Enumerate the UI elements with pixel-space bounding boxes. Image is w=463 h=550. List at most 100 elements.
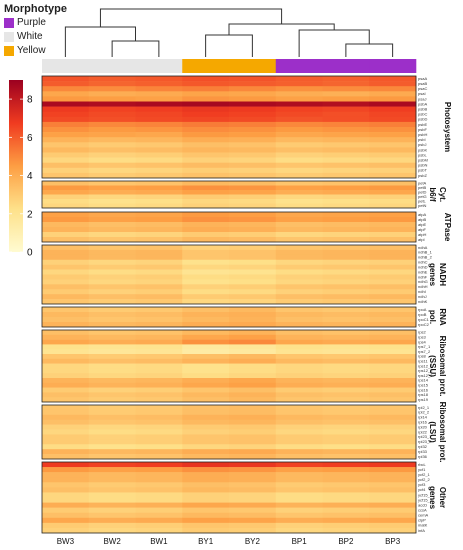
heatmap-cell: [88, 274, 136, 280]
heatmap-cell: [369, 294, 417, 300]
heatmap-cell: [88, 86, 136, 92]
gene-label: psbT: [418, 168, 427, 173]
heatmap-cell: [135, 312, 183, 318]
heatmap-cell: [42, 294, 90, 300]
gene-label: rpl23_2: [418, 439, 432, 444]
heatmap-cell: [322, 181, 370, 186]
heatmap-cell: [369, 527, 417, 534]
heatmap-cell: [42, 405, 90, 411]
heatmap-cell: [135, 373, 183, 379]
heatmap-cell: [182, 330, 230, 336]
heatmap-cell: [322, 378, 370, 384]
heatmap-cell: [369, 312, 417, 318]
heatmap-cell: [322, 96, 370, 102]
heatmap-cell: [88, 269, 136, 275]
heatmap-cell: [182, 106, 230, 112]
heatmap-cell: [369, 344, 417, 350]
heatmap-cell: [322, 190, 370, 195]
heatmap-cell: [229, 249, 277, 256]
heatmap-cell: [135, 259, 183, 265]
morphotype-cell-bw1: [135, 59, 183, 73]
heatmap-cell: [229, 199, 277, 204]
heatmap-cell: [275, 307, 323, 313]
heatmap-cell: [369, 414, 417, 421]
heatmap-cell: [42, 497, 90, 503]
heatmap-cell: [182, 334, 230, 340]
heatmap-cell: [229, 289, 277, 295]
heatmap-cell: [229, 502, 277, 508]
heatmap-cell: [275, 497, 323, 503]
heatmap-cell: [182, 172, 230, 179]
heatmap-cell: [42, 96, 90, 102]
heatmap-cell: [322, 397, 370, 403]
gene-label: rps12_3: [418, 373, 433, 378]
heatmap-cell: [369, 199, 417, 204]
heatmap-cell: [275, 429, 323, 435]
heatmap-cell: [369, 167, 417, 174]
heatmap-cell: [88, 373, 136, 379]
heatmap-cell: [182, 439, 230, 445]
gene-label: ycf15_1: [418, 492, 433, 497]
heatmap-cell: [88, 199, 136, 204]
heatmap-cell: [369, 91, 417, 97]
gene-label: rpl36: [418, 454, 428, 459]
heatmap-cell: [88, 81, 136, 87]
heatmap-cell: [135, 274, 183, 280]
heatmap-cell: [275, 397, 323, 403]
heatmap-cell: [88, 349, 136, 355]
legend-title: Morphotype: [4, 3, 67, 15]
heatmap-cell: [275, 167, 323, 174]
sample-label: BW2: [103, 537, 121, 546]
heatmap-cell: [182, 522, 230, 529]
heatmap-cell: [275, 185, 323, 191]
heatmap-cell: [135, 439, 183, 445]
heatmap-cell: [135, 137, 183, 143]
gene-label: rps16: [418, 387, 429, 392]
heatmap-cell: [229, 492, 277, 498]
heatmap-cell: [369, 284, 417, 290]
gene-label: rps14: [418, 378, 429, 383]
heatmap-cell: [88, 157, 136, 163]
heatmap-cell: [42, 86, 90, 92]
heatmap-cell: [42, 378, 90, 384]
heatmap-cell: [275, 259, 323, 265]
heatmap-cell: [369, 434, 417, 440]
heatmap-cell: [135, 222, 183, 228]
heatmap-cell: [369, 86, 417, 92]
heatmap-cell: [229, 232, 277, 238]
gene-label: psbL: [418, 152, 427, 157]
heatmap-cell: [322, 279, 370, 285]
heatmap-cell: [322, 132, 370, 138]
heatmap-cell: [135, 232, 183, 238]
heatmap-cell: [182, 512, 230, 519]
heatmap-cell: [182, 322, 230, 328]
heatmap-cell: [322, 217, 370, 223]
heatmap-cell: [88, 344, 136, 350]
heatmap-cell: [322, 299, 370, 305]
heatmap-cell: [182, 127, 230, 133]
heatmap-cell: [322, 322, 370, 328]
heatmap-cell: [182, 414, 230, 421]
group-frame: [41, 244, 417, 305]
heatmap-cell: [322, 91, 370, 97]
heatmap-cell: [135, 405, 183, 411]
heatmap-cell: [229, 227, 277, 233]
group-label-line: (SSU): [428, 355, 437, 377]
heatmap-cell: [42, 76, 90, 82]
heatmap-cell: [88, 378, 136, 384]
heatmap-cell: [42, 106, 90, 112]
heatmap-cell: [42, 512, 90, 519]
gene-label: rps15: [418, 383, 429, 388]
gene-label: atpA: [418, 212, 427, 217]
heatmap-cell: [369, 116, 417, 123]
heatmap-cell: [322, 368, 370, 374]
heatmap-cell: [42, 429, 90, 435]
heatmap-cell: [88, 487, 136, 493]
heatmap-cell: [322, 502, 370, 508]
heatmap-cell: [369, 264, 417, 270]
heatmap-cell: [42, 462, 90, 468]
heatmap-cell: [229, 111, 277, 118]
heatmap-cell: [369, 212, 417, 218]
gene-label: rpoC2: [418, 322, 430, 327]
